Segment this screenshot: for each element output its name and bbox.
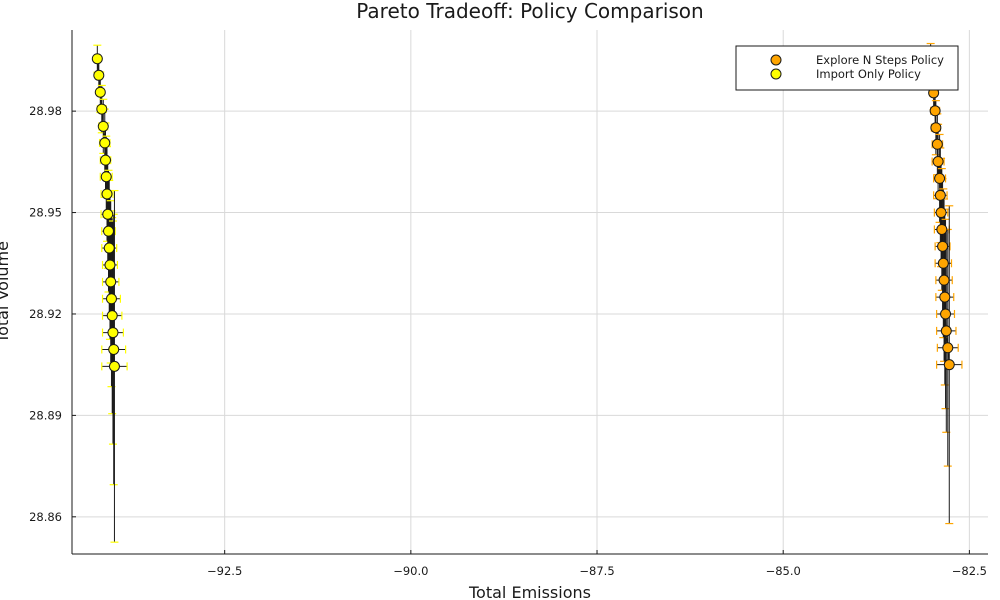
data-point — [938, 274, 950, 286]
data-point — [937, 240, 949, 252]
data-point — [104, 259, 116, 271]
y-tick-label: 28.86 — [29, 510, 62, 524]
data-point — [100, 171, 112, 183]
data-point — [105, 293, 117, 305]
data-point — [105, 276, 117, 288]
data-point — [939, 291, 951, 303]
data-point — [934, 189, 946, 201]
data-point — [932, 156, 944, 168]
data-point — [107, 327, 119, 339]
data-point — [96, 103, 108, 115]
series-0 — [925, 42, 963, 525]
legend-box — [735, 45, 959, 91]
x-tick-label: −92.5 — [207, 564, 242, 578]
data-point — [930, 122, 942, 134]
data-point — [935, 207, 947, 219]
y-tick-label: 28.98 — [29, 104, 62, 118]
data-point — [940, 325, 952, 337]
data-point — [97, 120, 109, 132]
x-tick-label: −90.0 — [393, 564, 428, 578]
legend-marker — [770, 54, 782, 66]
data-point — [106, 310, 118, 322]
data-point — [934, 172, 946, 184]
x-axis-label: Total Emissions — [468, 583, 591, 600]
legend-label: Explore N Steps Policy — [816, 53, 944, 67]
data-point — [94, 86, 106, 98]
plot-area — [91, 42, 963, 543]
series-1 — [91, 44, 128, 543]
x-tick-label: −85.0 — [766, 564, 801, 578]
grid-lines — [72, 30, 988, 554]
legend-label: Import Only Policy — [816, 67, 921, 81]
x-tick-label: −87.5 — [579, 564, 614, 578]
data-point — [108, 343, 120, 355]
data-point — [103, 242, 115, 254]
data-point — [931, 138, 943, 150]
data-point — [942, 342, 954, 354]
y-tick-label: 28.95 — [29, 206, 62, 220]
chart-title: Pareto Tradeoff: Policy Comparison — [356, 0, 703, 23]
data-point — [101, 188, 113, 200]
x-tick-label: −82.5 — [952, 564, 987, 578]
data-point — [936, 223, 948, 235]
data-point — [108, 360, 120, 372]
data-point — [93, 69, 105, 81]
data-point — [937, 257, 949, 269]
data-point — [91, 53, 103, 65]
axes: −92.5 −90.0 −87.5 −85.0 −82.5 28.86 28.89 28.92… — [29, 30, 988, 578]
data-point — [100, 154, 112, 166]
data-point — [102, 208, 114, 220]
data-point — [929, 105, 941, 117]
y-tick-label: 28.89 — [29, 408, 62, 422]
data-point — [102, 225, 114, 237]
legend-marker — [770, 68, 782, 80]
data-point — [940, 308, 952, 320]
data-point — [943, 359, 955, 371]
y-tick-label: 28.92 — [29, 307, 62, 321]
data-point — [99, 137, 111, 149]
y-axis-label: Total Volume — [0, 241, 12, 344]
